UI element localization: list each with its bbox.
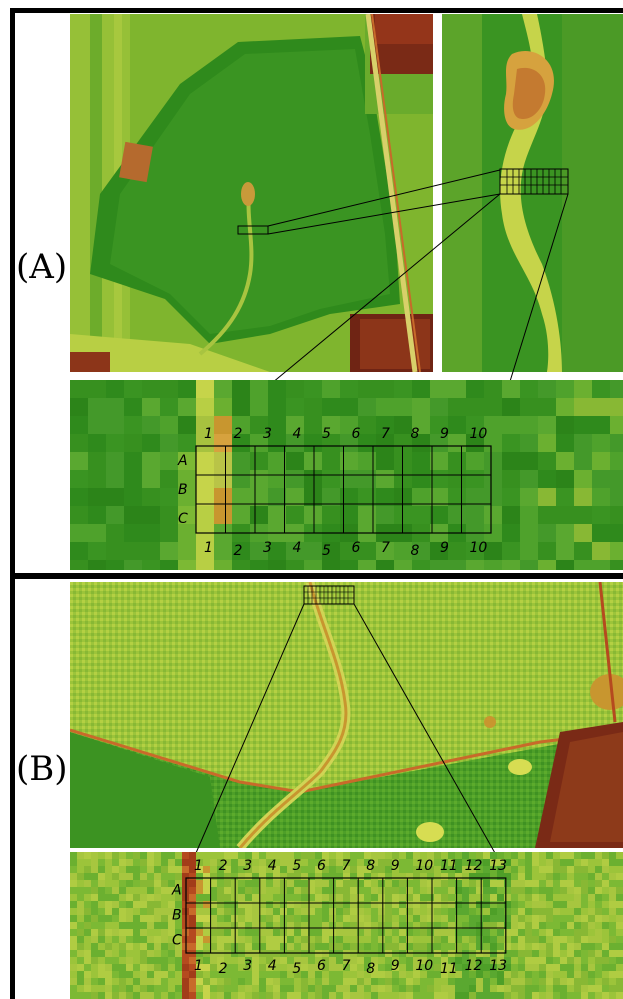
panel-a-col-label-top: 9 [440,426,449,442]
panel-b-col-label-top: 2 [219,858,228,874]
panel-a-col-label-top: 1 [204,426,213,442]
panel-a-row-label: A [177,453,188,469]
panel-a-col-label-bottom: 9 [440,540,449,556]
panel-a-col-label-top: 10 [470,426,488,442]
panel-b-col-label-top: 5 [292,858,301,874]
panel-b-row-label: A [171,882,182,898]
panel-a-col-label-bottom: 8 [411,543,420,559]
panel-b-col-label-bottom: 12 [465,958,483,974]
figure-left-border-b [10,573,15,999]
panel-b-col-label-bottom: 8 [366,961,375,977]
panel-b-col-label-bottom: 3 [243,958,252,974]
panel-a-row-label: B [178,482,188,498]
panel-b-col-label-bottom: 11 [440,961,458,977]
panel-a-col-label-bottom: 5 [322,543,331,559]
panel-b-col-label-top: 11 [440,858,458,874]
panel-b-col-label-top: 9 [391,858,400,874]
panel-a-col-label-top: 5 [322,426,331,442]
panel-b-overview-image [70,582,623,848]
panel-b-col-label-bottom: 4 [268,958,277,974]
panel-a-col-label-bottom: 6 [352,540,361,556]
panel-b-col-label-top: 4 [268,858,277,874]
panel-b-col-label-top: 6 [317,858,326,874]
panel-b-col-label-top: 3 [243,858,252,874]
panel-a-col-label-top: 4 [293,426,302,442]
panel-b-col-label-bottom: 13 [489,958,507,974]
panel-b-col-label-top: 10 [415,858,433,874]
panel-a-detail-image: 1 1 2 2 3 3 4 4 5 5 6 6 7 7 8 8 9 9 10 10 A B C [70,380,623,570]
panel-a-col-label-bottom: 10 [470,540,488,556]
panel-a-col-label-bottom: 7 [381,540,390,556]
panel-a-col-label-top: 3 [263,426,272,442]
panel-a-sampling-grid: 1 1 2 2 3 3 4 4 5 5 6 6 7 7 8 8 9 9 10 10 ABC [177,426,492,559]
panel-a-row-label: C [178,511,188,527]
figure-left-border-a [10,8,15,578]
panel-a-col-label-top: 6 [352,426,361,442]
panel-b-detail-image: 1 1 2 2 3 3 4 4 5 5 6 6 7 7 8 8 9 9 10 10 11 11 12 12 13 13 A B C [70,852,623,999]
panel-b-col-label-bottom: 10 [415,958,433,974]
panel-b-col-label-top: 8 [366,858,375,874]
panel-a-col-label-bottom: 1 [204,540,213,556]
panel-a-col-label-bottom: 2 [234,543,243,559]
figure-top-border [10,8,623,13]
panel-b-col-label-top: 13 [489,858,507,874]
panel-divider [10,573,623,579]
panel-b-col-label-bottom: 2 [219,961,228,977]
panel-b-row-label: B [172,907,182,923]
panel-b-col-label-bottom: 9 [391,958,400,974]
panel-b-label: (B) [16,749,68,789]
panel-a-overview-image [70,14,433,372]
panel-b-col-label-top: 1 [194,858,203,874]
panel-a-col-label-top: 7 [381,426,390,442]
panel-b-col-label-bottom: 6 [317,958,326,974]
panel-b-col-label-bottom: 5 [292,961,301,977]
panel-a-zoom-image [442,14,623,372]
panel-a-col-label-bottom: 3 [263,540,272,556]
panel-a-col-label-top: 2 [234,426,243,442]
panel-b-col-label-bottom: 7 [342,958,351,974]
panel-b-col-label-top: 7 [342,858,351,874]
panel-a-col-label-bottom: 4 [293,540,302,556]
panel-b-col-label-bottom: 1 [194,958,203,974]
panel-b-row-label: C [172,932,182,948]
panel-a-label: (A) [16,247,68,287]
panel-b-col-label-top: 12 [465,858,483,874]
panel-a-col-label-top: 8 [411,426,420,442]
